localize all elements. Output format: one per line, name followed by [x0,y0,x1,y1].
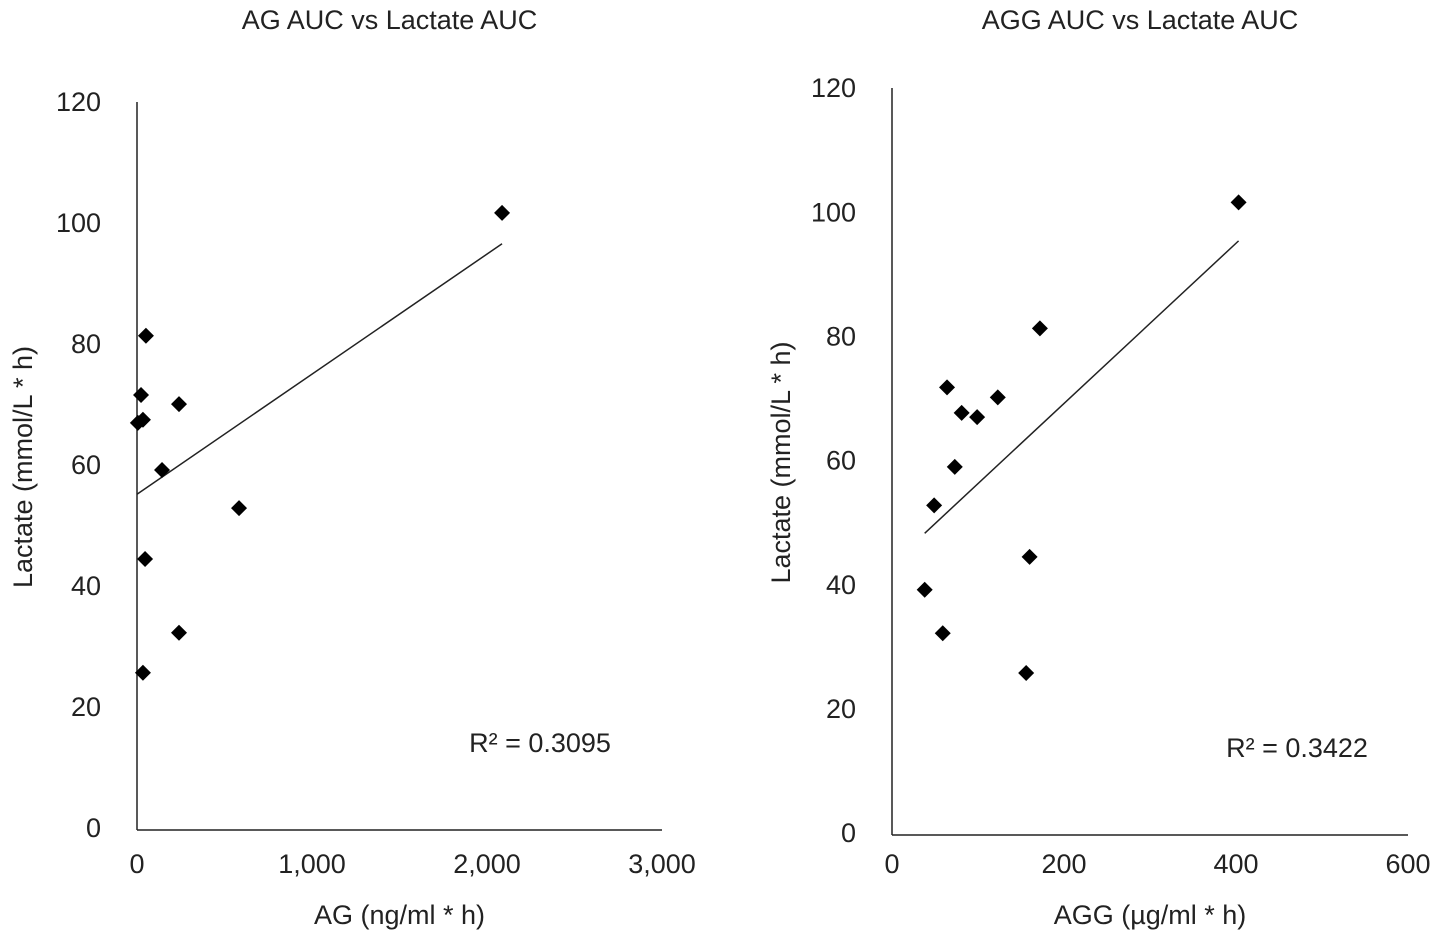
y-tick-label: 80 [826,321,856,351]
y-tick-label: 40 [71,571,101,601]
y-tick-label: 20 [826,694,856,724]
x-tick-label: 1,000 [278,849,346,879]
data-point [494,204,511,221]
r-squared-annotation: R² = 0.3422 [1226,733,1368,763]
data-point [934,625,951,642]
data-point [1031,320,1048,337]
chart-title: AG AUC vs Lactate AUC [242,5,538,35]
data-point [953,404,970,421]
data-point [137,327,154,344]
y-axis-label: Lactate (mmol/L * h) [8,346,38,588]
data-point [171,624,187,641]
y-tick-label: 120 [56,87,101,117]
y-tick-label: 20 [71,692,101,722]
data-point [129,414,146,431]
y-tick-label: 60 [71,450,101,480]
data-point [154,462,171,479]
data-point [969,409,986,426]
data-point [926,497,943,514]
chart-title: AGG AUC vs Lactate AUC [982,5,1299,35]
r-squared-annotation: R² = 0.3095 [469,728,611,758]
trendline [924,240,1240,534]
x-tick-label: 600 [1385,849,1430,879]
data-point [137,550,154,567]
x-tick-label: 3,000 [628,849,696,879]
x-tick-label: 0 [884,849,899,879]
data-point [1021,548,1038,565]
y-tick-label: 100 [56,208,101,238]
x-axis-label: AGG (µg/ml * h) [1054,900,1247,930]
data-point [946,458,963,475]
data-point [1018,664,1035,681]
y-tick-label: 80 [71,329,101,359]
data-point [1230,194,1247,211]
data-point [134,664,151,681]
data-point [231,500,248,517]
data-point [989,389,1006,406]
y-tick-label: 60 [826,446,856,476]
y-tick-label: 120 [811,73,856,103]
x-tick-label: 2,000 [453,849,521,879]
data-point [133,387,150,404]
x-tick-label: 0 [129,849,144,879]
data-point [171,396,187,413]
y-axis-label: Lactate (mmol/L * h) [766,341,796,583]
x-tick-label: 200 [1041,849,1086,879]
y-tick-label: 40 [826,570,856,600]
trendline [136,243,503,495]
y-tick-label: 0 [86,813,101,843]
y-tick-label: 100 [811,197,856,227]
data-point [939,379,956,396]
y-tick-label: 0 [841,818,856,848]
x-axis-label: AG (ng/ml * h) [314,900,485,930]
x-tick-label: 400 [1213,849,1258,879]
data-point [916,581,933,598]
